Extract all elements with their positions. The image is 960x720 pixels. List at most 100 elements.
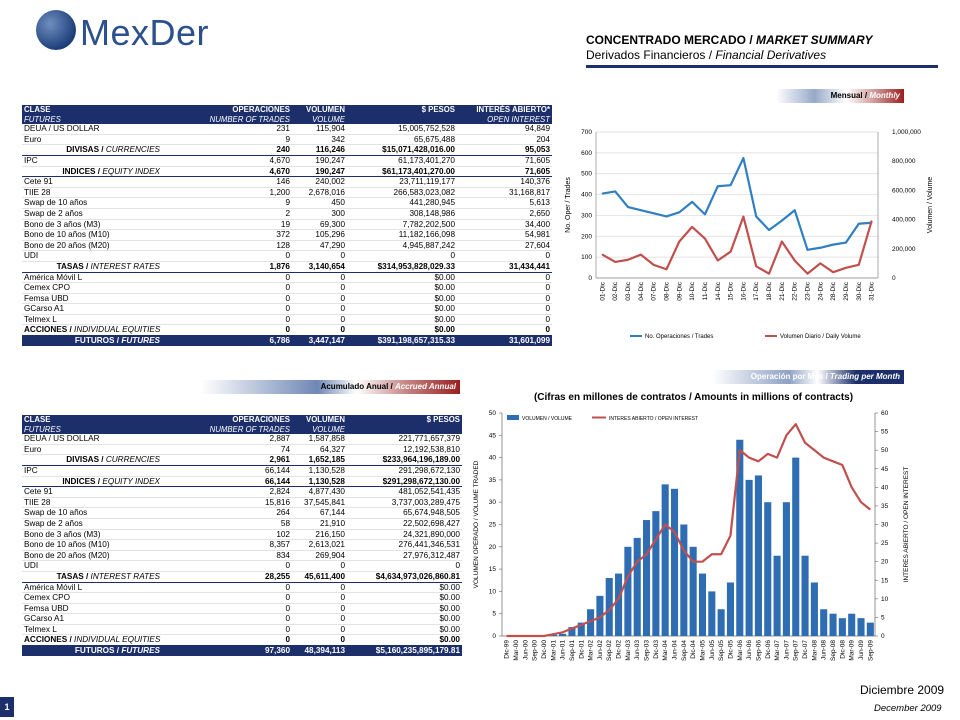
y2-tick-label: 5 — [881, 614, 885, 621]
x-tick-label: 22-Dic — [792, 281, 799, 301]
x-tick-label: 02-Dic — [612, 281, 619, 301]
cell-value: 6,786 — [162, 335, 292, 346]
monthly-history-chart: (Cifras en millones de contratos / Amoun… — [470, 388, 915, 678]
y2-tick-label: 25 — [881, 540, 889, 547]
cell-value: $0.00 — [347, 293, 457, 305]
cell-value: 0 — [292, 293, 347, 305]
cell-value: 0 — [292, 560, 347, 572]
table-row: Euro 9 342 65,675,488 204 — [22, 134, 552, 146]
volume-bar — [754, 475, 762, 636]
volume-bar — [782, 502, 790, 636]
cell-value: 269,904 — [292, 550, 347, 562]
y-tick-label: 15 — [489, 566, 497, 573]
x-tick-label: Mar-04 — [662, 640, 669, 661]
y2-tick-label: 45 — [881, 466, 889, 473]
cell-value: $0.00 — [347, 592, 462, 604]
row-label: IPC — [22, 155, 162, 167]
data-point — [845, 241, 847, 244]
cell-value: 231 — [162, 124, 292, 135]
column-subheader: FUTURES — [22, 424, 162, 435]
series-line-2 — [601, 215, 873, 275]
y2-tick-label: 15 — [881, 577, 889, 584]
cell-value: 441,280,945 — [347, 197, 457, 209]
legend-swatch-volume — [507, 415, 519, 420]
table-row: Cete 91 146 240,002 23,711,119,177 140,376 — [22, 176, 552, 188]
row-label: IPC — [22, 465, 162, 477]
cell-value: 0 — [457, 293, 552, 305]
page-number: 1 — [0, 697, 14, 717]
cell-value: 48,394,113 — [292, 645, 347, 656]
y-tick-label: 400 — [581, 192, 592, 199]
row-label: Euro — [22, 134, 162, 146]
row-label: Bono de 10 años (M10) — [22, 229, 162, 241]
monthly-section-tag: Mensual / Monthly — [776, 89, 904, 103]
data-point — [768, 229, 770, 231]
x-tick-label: 16-Dic — [740, 281, 747, 301]
footer-date-es: Diciembre 2009 — [860, 683, 945, 697]
page-subtitle: Derivados Financieros / Financial Deriva… — [586, 48, 827, 62]
daily-trades-volume-chart: 0 100 200 300 400 500 600 700 0 200,000 400,000 600… — [560, 120, 940, 345]
per-month-section-tag: Operación por Mes / Trading per Month — [712, 370, 904, 384]
column-header: $ PESOS — [347, 415, 462, 425]
y-tick-label: 100 — [581, 254, 592, 261]
cell-value: 0 — [457, 282, 552, 294]
data-point — [806, 249, 809, 251]
label-en: INDIVIDUAL EQUITIES — [74, 635, 161, 645]
y-axis-title: VOLUMEN OPERADO / VOLUME TRADED — [473, 460, 480, 588]
cell-value: 0 — [292, 624, 347, 636]
cell-value: 54,981 — [457, 229, 552, 241]
cell-value: 4,670 — [162, 155, 292, 167]
volume-bar — [736, 439, 744, 636]
data-point — [678, 240, 681, 243]
x-tick-label: 17-Dic — [753, 281, 760, 301]
x-tick-label: 10-Dic — [689, 281, 696, 301]
legend-label-trades: No. Operaciones / Trades — [645, 334, 713, 340]
row-label: GCarso A1 — [22, 613, 162, 625]
cell-value: 0 — [457, 324, 552, 337]
cell-value: $15,071,428,016.00 — [347, 144, 457, 156]
label-en: EQUITY INDEX — [102, 166, 160, 176]
y2-tick-label: 40 — [881, 484, 889, 491]
x-tick-label: 30-Dic — [856, 281, 863, 301]
column-subheader — [347, 114, 457, 125]
label-en: INDIVIDUAL EQUITIES — [74, 325, 161, 335]
row-label: Cemex CPO — [22, 592, 162, 604]
cell-value: 4,670 — [162, 166, 292, 178]
row-label: GCarso A1 — [22, 303, 162, 315]
x-tick-label: 24-Dic — [817, 281, 824, 301]
x-tick-label: Mar-07 — [774, 640, 781, 661]
column-subheader: NUMBER OF TRADES — [162, 114, 292, 125]
data-point — [729, 184, 732, 186]
legend-label-volume: Volumen Diario / Daily Volume — [780, 334, 861, 340]
cell-value: $61,173,401,270.00 — [347, 166, 457, 178]
table-row: TIIE 28 15,816 37,545,841 3,737,003,289,475 — [22, 497, 462, 509]
volume-bar — [698, 573, 707, 636]
table-row: Swap de 10 años 264 67,144 65,674,948,505 — [22, 507, 462, 519]
y2-axis-title: Volumen / Volume — [927, 177, 934, 234]
daily-chart-svg: 0 100 200 300 400 500 600 700 0 200,000 400,000 600… — [565, 129, 934, 340]
table-subtotal-row: TASAS / INTEREST RATES 28,255 45,611,400 $4… — [22, 571, 462, 583]
row-label: UDI — [22, 560, 162, 572]
cell-value: 146 — [162, 176, 292, 188]
data-point — [755, 265, 758, 268]
cell-value: 9 — [162, 197, 292, 209]
y2-tick-label: 0 — [892, 275, 896, 282]
volume-bar — [642, 520, 651, 636]
column-subheader: VOLUME — [292, 424, 347, 435]
row-label: UDI — [22, 250, 162, 262]
cell-value: 22,502,698,427 — [347, 518, 462, 530]
chart-title: (Cifras en millones de contratos / Amoun… — [534, 392, 853, 403]
x-tick-label: Dic-08 — [839, 640, 846, 659]
volume-bar — [866, 622, 874, 636]
cell-value: 266,583,023,082 — [347, 187, 457, 199]
column-header: OPERACIONES — [162, 105, 292, 115]
table-subtotal-row: DIVISAS / CURRENCIES 240 116,246 $15,071,42… — [22, 144, 552, 156]
column-header: INTERÉS ABIERTO* — [457, 105, 552, 115]
table-row: Cemex CPO 0 0 $0.00 — [22, 592, 462, 604]
table-row: Bono de 10 años (M10) 372 105,296 11,182,16… — [22, 229, 552, 241]
cell-value: 190,247 — [292, 166, 347, 178]
x-tick-label: Dic-99 — [504, 640, 511, 659]
column-header: OPERACIONES — [162, 415, 292, 425]
row-label: TIIE 28 — [22, 497, 162, 509]
x-tick-label: 08-Dic — [664, 281, 671, 301]
